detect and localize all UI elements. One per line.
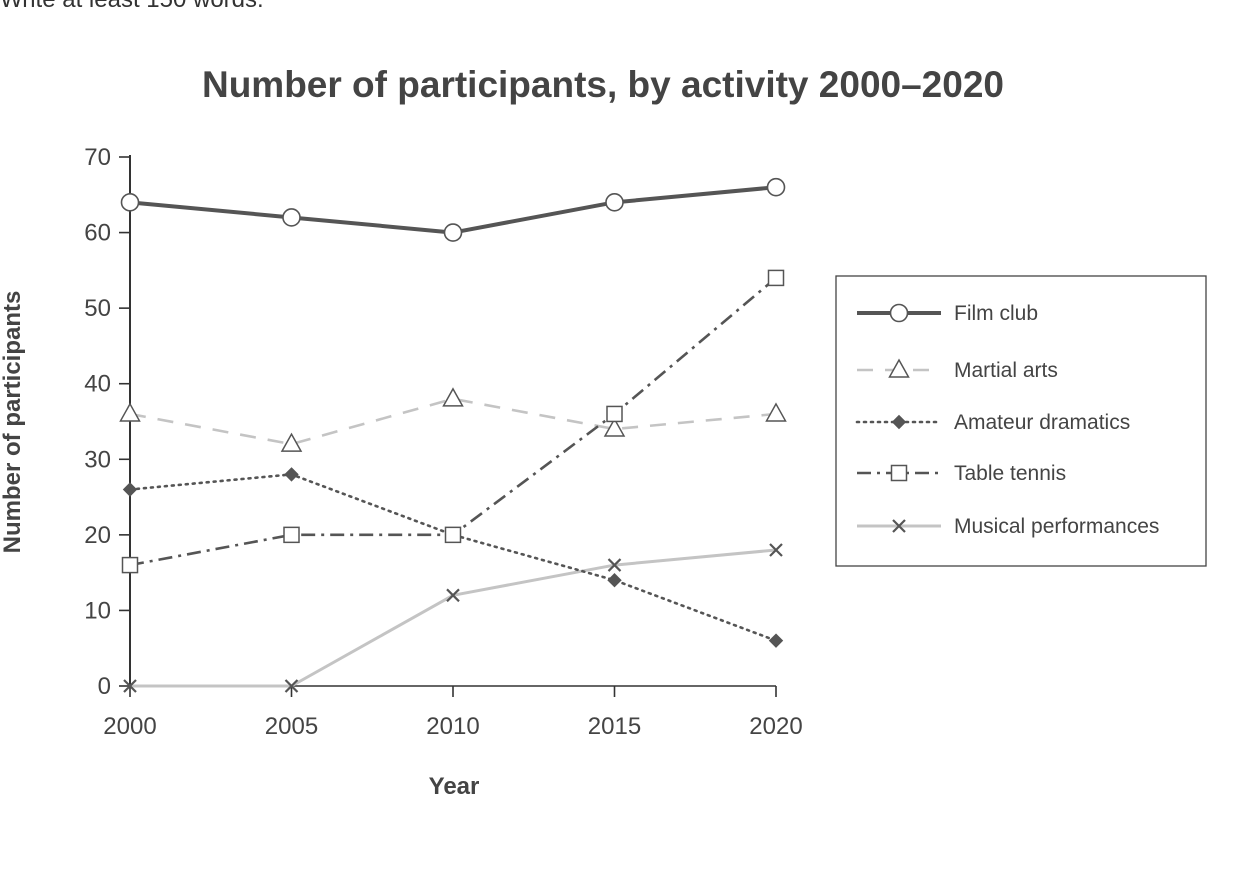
data-point-amateur-dramatics bbox=[768, 633, 784, 648]
data-point-table-tennis bbox=[606, 405, 623, 423]
data-point-musical-performances bbox=[446, 588, 460, 603]
data-point-table-tennis bbox=[283, 526, 300, 544]
series-table-tennis bbox=[121, 269, 785, 574]
x-tick-label: 2010 bbox=[426, 713, 479, 740]
legend-label: Musical performances bbox=[954, 515, 1159, 538]
data-point-martial-arts bbox=[603, 417, 626, 437]
data-point-martial-arts bbox=[119, 402, 141, 422]
chart-title: Number of participants, by activity 2000… bbox=[202, 64, 1004, 105]
data-point-amateur-dramatics bbox=[122, 482, 138, 497]
legend-item-musical-performances: Musical performances bbox=[857, 515, 1159, 538]
data-point-amateur-dramatics bbox=[607, 572, 622, 588]
legend-label: Film club bbox=[954, 302, 1038, 325]
y-tick-label: 50 bbox=[84, 295, 111, 322]
y-axis-title: Number of participants bbox=[0, 291, 26, 554]
legend-label: Table tennis bbox=[954, 462, 1066, 485]
legend-item-table-tennis: Table tennis bbox=[857, 462, 1066, 485]
series-line-table-tennis bbox=[129, 276, 777, 567]
data-point-film-club bbox=[120, 193, 140, 212]
data-point-martial-arts bbox=[765, 402, 787, 422]
data-point-film-club bbox=[282, 208, 301, 227]
data-point-musical-performances bbox=[284, 679, 299, 693]
series-film-club bbox=[120, 177, 786, 242]
y-tick-label: 70 bbox=[84, 144, 111, 171]
series-musical-performances bbox=[123, 543, 783, 693]
x-tick-label: 2000 bbox=[103, 713, 156, 740]
legend-marker bbox=[892, 519, 906, 533]
data-point-table-tennis bbox=[767, 269, 785, 287]
data-point-musical-performances bbox=[769, 543, 783, 557]
data-point-amateur-dramatics bbox=[284, 467, 299, 482]
y-tick-label: 40 bbox=[84, 371, 111, 398]
legend-marker bbox=[889, 303, 909, 323]
legend-marker bbox=[888, 358, 910, 378]
x-axis-title: Year bbox=[429, 773, 480, 800]
data-point-martial-arts bbox=[442, 387, 464, 407]
data-point-martial-arts bbox=[280, 432, 303, 452]
series-group bbox=[119, 177, 787, 693]
legend-label: Amateur dramatics bbox=[954, 411, 1130, 434]
y-tick-label: 60 bbox=[84, 220, 111, 247]
y-tick-label: 0 bbox=[98, 673, 111, 700]
series-line-musical-performances bbox=[130, 548, 777, 688]
data-point-film-club bbox=[443, 223, 463, 242]
legend-item-film-club: Film club bbox=[857, 302, 1038, 325]
series-line-amateur-dramatics bbox=[128, 473, 778, 642]
data-point-table-tennis bbox=[444, 526, 462, 544]
legend-marker bbox=[890, 464, 908, 482]
y-tick-label: 30 bbox=[84, 446, 111, 473]
legend-item-amateur-dramatics: Amateur dramatics bbox=[855, 411, 1130, 434]
series-martial-arts bbox=[119, 387, 787, 452]
legend-marker bbox=[891, 414, 907, 430]
data-point-musical-performances bbox=[607, 558, 622, 572]
data-point-film-club bbox=[766, 177, 786, 197]
legend-item-martial-arts: Martial arts bbox=[857, 358, 1058, 382]
data-point-musical-performances bbox=[123, 679, 137, 693]
legend-label: Martial arts bbox=[954, 359, 1058, 382]
x-tick-label: 2005 bbox=[265, 713, 318, 740]
instruction-note: Write at least 150 words. bbox=[0, 0, 264, 14]
x-tick-label: 2015 bbox=[588, 713, 641, 740]
data-point-film-club bbox=[605, 193, 624, 212]
x-tick-label: 2020 bbox=[749, 713, 802, 740]
axes: 0 10 20 30 40 50 60 70 2000 2005 2010 2015 2020 bbox=[84, 144, 802, 740]
legend: Film club Martial arts Amateur dramatics Ta… bbox=[835, 275, 1207, 567]
data-point-table-tennis bbox=[121, 556, 139, 574]
y-tick-label: 20 bbox=[84, 522, 111, 549]
y-tick-label: 10 bbox=[84, 597, 111, 624]
